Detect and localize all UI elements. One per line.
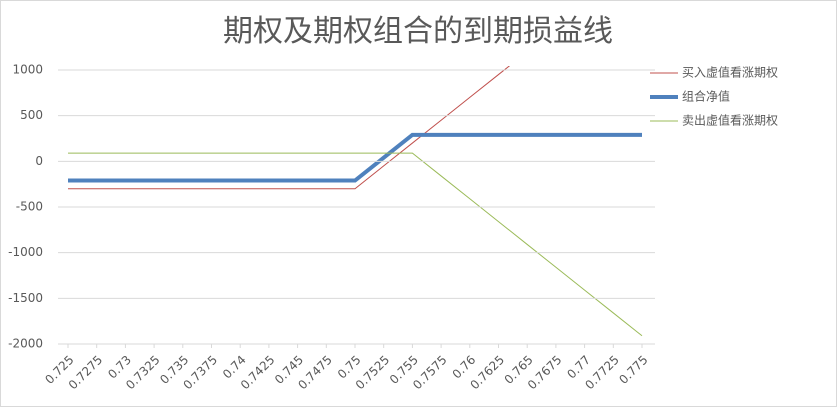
y-tick-label: 0 — [35, 154, 43, 168]
y-tick-label: -1000 — [8, 245, 43, 259]
series-line — [68, 66, 511, 190]
y-tick-label: -500 — [16, 200, 43, 214]
y-tick-label: -2000 — [8, 337, 43, 351]
plot-area — [68, 66, 643, 337]
chart-title: 期权及期权组合的到期损益线 — [223, 14, 613, 49]
y-tick-label: 500 — [20, 108, 43, 122]
legend-label: 买入虚值看涨期权 — [682, 65, 778, 80]
y-tick-label: -1500 — [8, 291, 43, 305]
series-line — [68, 152, 643, 337]
legend-label: 组合净值 — [682, 89, 730, 104]
legend-label: 卖出虚值看涨期权 — [682, 113, 778, 128]
y-tick-label: 1000 — [12, 63, 43, 77]
series-line — [68, 132, 642, 183]
